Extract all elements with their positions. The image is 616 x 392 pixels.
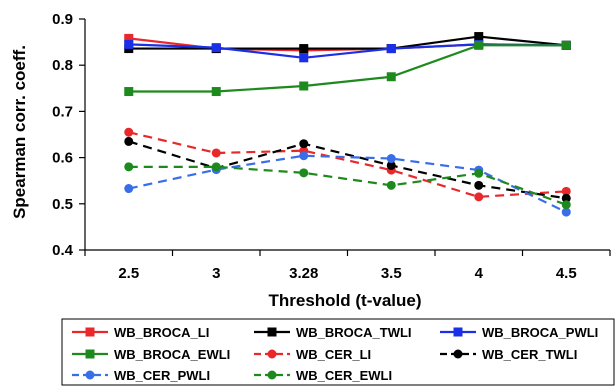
data-point: [124, 87, 134, 97]
y-tick-label: 0.7: [52, 103, 73, 120]
x-axis-title: Threshold (t-value): [268, 291, 421, 310]
series-line: [128, 35, 567, 50]
y-tick-label: 0.9: [52, 11, 73, 28]
data-point: [474, 180, 484, 190]
series-wb-broca-ewli: [124, 40, 571, 97]
data-point: [299, 168, 309, 178]
data-point: [561, 186, 571, 196]
series-line: [128, 154, 567, 214]
legend-label: WB_CER_TWLI: [482, 347, 577, 362]
series-wb-broca-pwli: [124, 39, 571, 63]
data-point: [211, 87, 221, 97]
x-tick-label: 3.28: [289, 265, 318, 282]
legend-item: WB_CER_LI: [254, 347, 371, 362]
legend-label: WB_BROCA_EWLI: [114, 347, 230, 362]
data-point: [299, 81, 309, 91]
data-point: [299, 44, 309, 54]
legend-swatch-marker: [85, 370, 95, 380]
data-point: [124, 162, 134, 172]
legend-swatch-marker: [267, 349, 277, 359]
data-point: [561, 207, 571, 217]
legend-swatch-marker: [267, 370, 277, 380]
data-point: [124, 127, 134, 137]
series-wb-cer-li: [124, 127, 571, 202]
data-point: [386, 72, 396, 82]
x-tick-label: 2.5: [118, 265, 139, 282]
legend-label: WB_CER_PWLI: [114, 368, 210, 383]
legend-swatch-marker: [453, 327, 463, 337]
y-tick-label: 0.8: [52, 57, 73, 74]
legend-item: WB_BROCA_TWLI: [254, 325, 412, 340]
data-point: [386, 160, 396, 170]
data-point: [474, 168, 484, 178]
legend-item: WB_CER_TWLI: [440, 347, 577, 362]
data-point: [561, 193, 571, 203]
series-wb-cer-ewli: [124, 162, 571, 210]
legend-box: [61, 318, 615, 386]
legend-swatch-marker: [453, 349, 463, 359]
data-point: [124, 39, 134, 49]
data-point: [299, 53, 309, 63]
data-point: [211, 43, 221, 53]
y-tick-label: 0.5: [52, 196, 73, 213]
legend-label: WB_BROCA_LI: [114, 325, 209, 340]
data-point: [299, 151, 309, 161]
legend-item: WB_BROCA_EWLI: [72, 347, 230, 362]
data-point: [211, 148, 221, 158]
data-point: [124, 33, 134, 43]
x-tick-label: 4: [475, 265, 484, 282]
data-point: [474, 32, 484, 42]
x-tick-label: 3: [212, 265, 220, 282]
series-line: [128, 44, 567, 93]
data-point: [561, 200, 571, 210]
data-point: [474, 40, 484, 50]
y-tick-label: 0.4: [52, 242, 74, 259]
legend-label: WB_CER_EWLI: [296, 368, 392, 383]
legend-label: WB_BROCA_TWLI: [296, 325, 412, 340]
data-point: [124, 136, 134, 146]
data-point: [124, 184, 134, 194]
series-line: [128, 140, 567, 200]
legend-label: WB_CER_LI: [296, 347, 371, 362]
series-line: [128, 131, 567, 198]
data-point: [386, 44, 396, 54]
data-point: [211, 162, 221, 172]
data-point: [299, 139, 309, 149]
data-point: [474, 192, 484, 202]
legend-item: WB_BROCA_PWLI: [440, 325, 598, 340]
y-axis-title: Spearman corr. coeff.: [10, 45, 29, 219]
legend-swatch-marker: [85, 349, 95, 359]
plot-area: 0.4 0.5 0.6 0.7 0.8 0.9 2.5 3 3.28 3.5 4 4.5: [52, 11, 611, 282]
legend-item: WB_CER_EWLI: [254, 368, 392, 383]
x-tick-label: 3.5: [381, 265, 402, 282]
x-tick-label: 4.5: [556, 265, 577, 282]
legend-label: WB_BROCA_PWLI: [482, 325, 598, 340]
legend-item: WB_BROCA_LI: [72, 325, 209, 340]
legend-swatch-marker: [85, 327, 95, 337]
legend-swatch-marker: [267, 327, 277, 337]
y-tick-label: 0.6: [52, 150, 73, 167]
data-point: [386, 154, 396, 164]
series-line: [128, 165, 567, 206]
legend-item: WB_CER_PWLI: [72, 368, 210, 383]
data-point: [561, 40, 571, 50]
legend: WB_BROCA_LI WB_BROCA_TWLI WB_BROCA_PWLI WB_…: [61, 318, 615, 386]
data-point: [386, 180, 396, 190]
